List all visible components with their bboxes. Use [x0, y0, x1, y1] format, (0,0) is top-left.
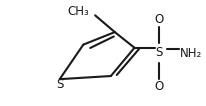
Text: CH₃: CH₃ [68, 5, 89, 18]
Text: S: S [155, 47, 163, 59]
Text: O: O [154, 80, 164, 93]
Text: S: S [56, 78, 63, 91]
Text: NH₂: NH₂ [180, 47, 202, 60]
Text: O: O [154, 13, 164, 26]
